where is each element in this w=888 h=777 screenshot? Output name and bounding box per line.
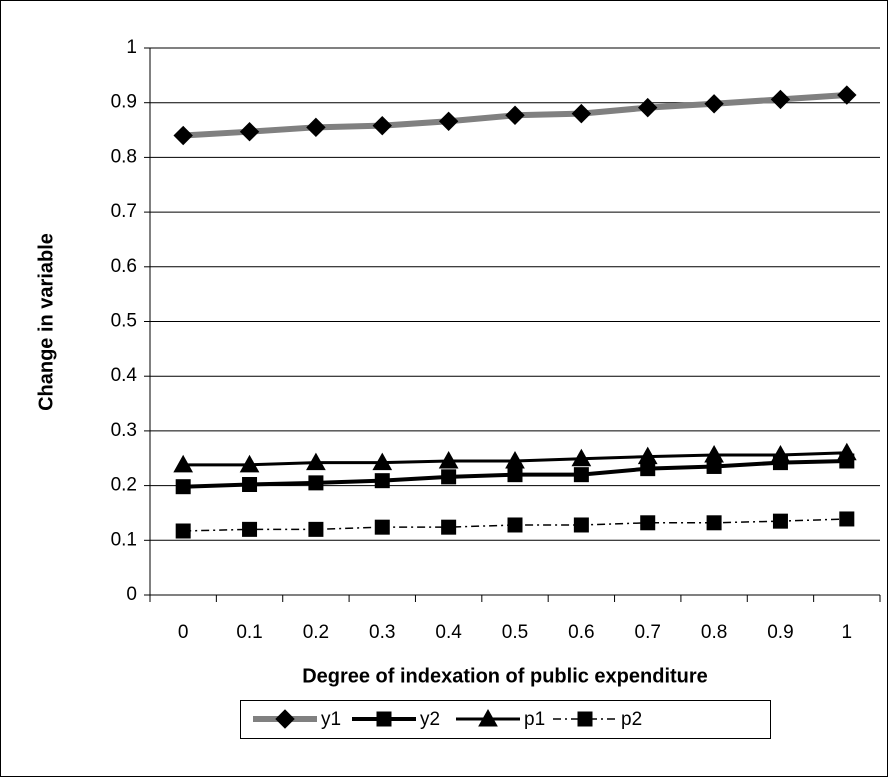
marker [242, 521, 258, 537]
marker [306, 452, 326, 471]
x-tick-label: 0.1 [236, 622, 262, 643]
y-tick-label: 0 [126, 584, 137, 605]
marker [175, 523, 191, 539]
x-tick-label: 0.5 [502, 622, 528, 643]
marker [505, 450, 525, 469]
marker [836, 442, 857, 461]
y-tick-label: 0.6 [111, 256, 137, 277]
marker [173, 454, 194, 473]
x-tick-label: 0.4 [435, 622, 462, 643]
y-tick-label: 1 [126, 37, 137, 58]
marker [507, 467, 523, 483]
legend-marker [275, 709, 295, 729]
marker [706, 515, 722, 531]
y-tick-label: 0.3 [111, 420, 137, 441]
marker [638, 97, 658, 118]
marker [372, 452, 393, 471]
marker [239, 121, 260, 142]
y-axis-title: Change in variable [35, 233, 57, 411]
y-tick-label: 0.7 [111, 201, 137, 222]
x-tick-label: 0 [178, 622, 189, 643]
x-tick-label: 0.9 [767, 622, 793, 643]
marker [637, 446, 658, 465]
marker [173, 125, 193, 146]
marker [640, 515, 656, 531]
x-tick-label: 0.6 [568, 622, 594, 643]
marker [571, 103, 592, 124]
marker [308, 475, 324, 491]
y-tick-label: 0.5 [111, 311, 137, 332]
legend-label: p1 [524, 709, 545, 730]
legend-marker [478, 708, 498, 727]
marker [438, 450, 459, 469]
marker [441, 469, 457, 485]
marker [242, 477, 258, 493]
y-tick-label: 0.1 [111, 529, 137, 550]
marker [772, 513, 788, 529]
legend-marker [376, 711, 392, 727]
marker [507, 517, 523, 533]
x-tick-label: 1 [842, 622, 853, 643]
x-axis-title: Degree of indexation of public expenditu… [302, 665, 708, 687]
marker [837, 85, 857, 105]
marker [308, 521, 324, 537]
marker [239, 454, 260, 473]
marker [374, 473, 390, 489]
y-tick-label: 0.2 [111, 475, 137, 496]
legend-label: y2 [420, 709, 440, 730]
legend-label: p2 [621, 709, 642, 730]
y-tick-label: 0.4 [111, 365, 138, 386]
x-tick-label: 0.7 [635, 622, 661, 643]
y-tick-label: 0.9 [111, 92, 137, 113]
legend-marker [577, 711, 593, 727]
marker [372, 115, 392, 136]
marker [571, 448, 592, 467]
marker [770, 444, 791, 463]
marker [770, 89, 791, 110]
marker [573, 467, 589, 483]
marker [306, 117, 326, 138]
legend-label: y1 [321, 709, 341, 730]
x-tick-label: 0.3 [369, 622, 395, 643]
marker [704, 94, 724, 114]
y-tick-label: 0.8 [111, 146, 137, 167]
x-tick-label: 0.8 [701, 622, 727, 643]
marker [175, 479, 191, 495]
marker [573, 517, 589, 533]
marker [704, 444, 724, 463]
marker [441, 519, 457, 535]
marker [374, 519, 390, 535]
marker [839, 511, 855, 527]
marker [438, 111, 459, 132]
marker [505, 105, 525, 125]
x-tick-label: 0.2 [303, 622, 329, 643]
